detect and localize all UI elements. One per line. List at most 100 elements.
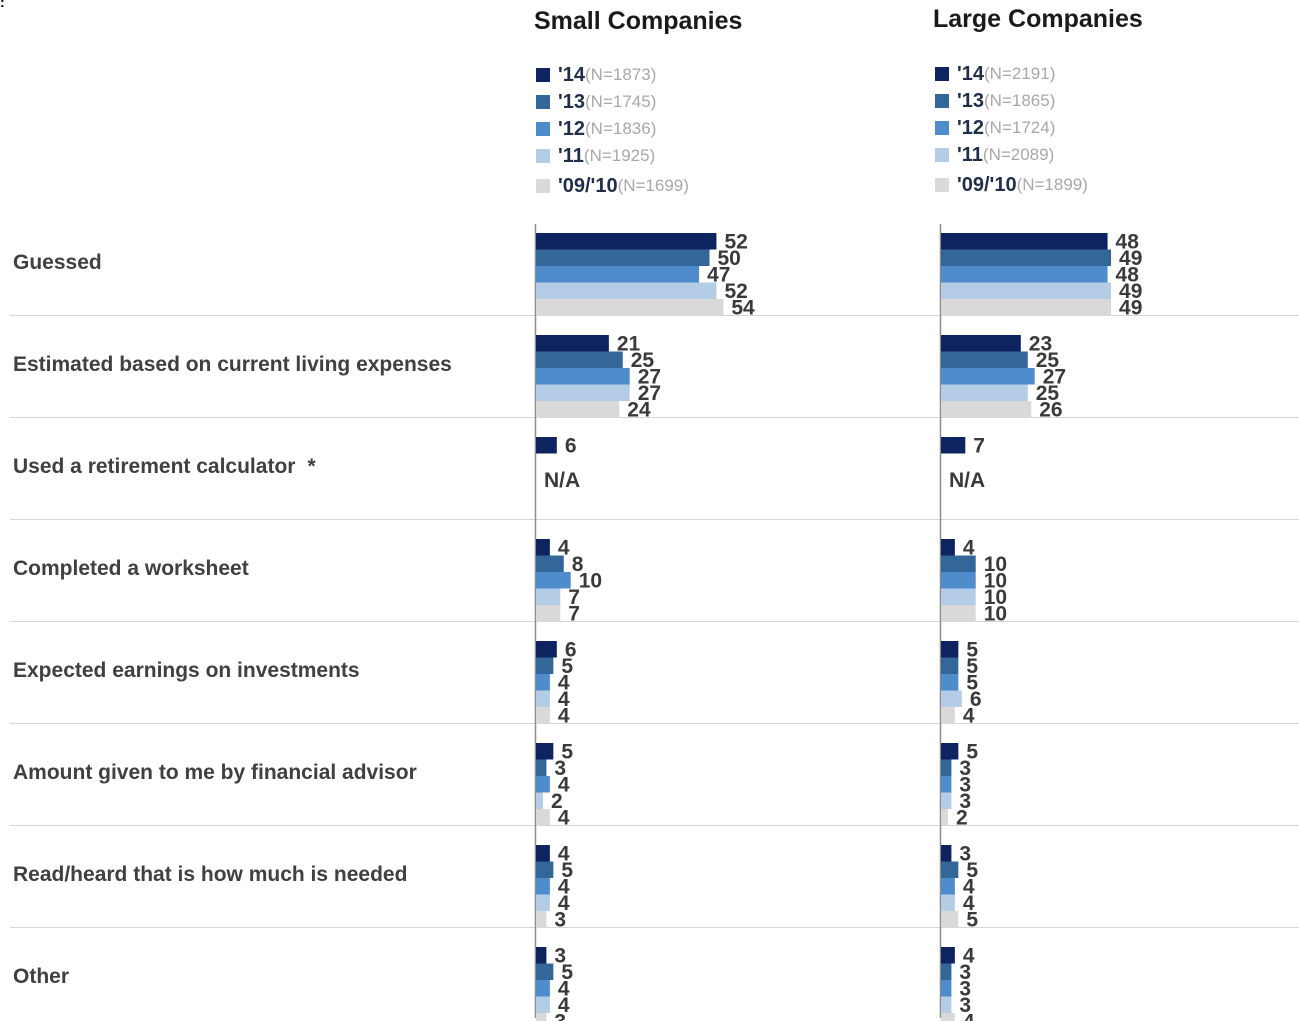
row-label: Used a retirement calculator * [13,455,316,479]
value-label: 3 [959,842,971,865]
row-separator [10,417,1299,418]
bar [536,335,609,352]
value-label: 5 [561,859,573,882]
legend-sample-size: (N=1724) [984,118,1056,137]
value-label: 3 [554,908,566,931]
value-label: 2 [551,790,563,813]
value-label: 47 [707,263,730,286]
legend-item: '11 (N=2089) [935,143,1054,167]
bar [536,947,547,964]
row-label-text: Amount given to me by financial advisor [13,761,417,784]
legend-sample-size: (N=2089) [982,145,1055,164]
bar [941,401,1032,418]
value-label: 8 [572,553,584,576]
value-label: 5 [966,740,978,763]
legend-year: '14 [558,63,586,86]
bar [536,911,547,928]
value-label: 23 [1029,332,1052,355]
bar [536,1013,547,1021]
value-label: 48 [1116,230,1140,253]
value-label: 5 [966,908,978,931]
bar [536,759,547,776]
value-label: 4 [558,875,570,898]
bar [536,588,561,605]
bar [941,792,952,809]
bar [536,894,550,911]
value-label: 4 [558,704,570,727]
legend-swatch [935,67,949,81]
legend-item: '14 (N=1873) [536,63,656,87]
bar [941,299,1112,316]
corner-mark: : [0,0,5,10]
row-label-text: Estimated based on current living expens… [13,353,452,376]
bar [941,249,1112,266]
legend-item: '13 (N=1865) [935,89,1055,113]
value-label: 3 [959,773,971,796]
row-separator [10,825,1299,826]
value-label: 3 [959,961,971,984]
row-label-text: Used a retirement calculator [13,455,296,478]
value-label: 3 [554,757,566,780]
bar [941,266,1108,283]
value-label: 3 [959,977,971,1000]
bar [536,861,554,878]
bar [941,605,976,622]
value-label: 4 [963,892,975,915]
row-label: Expected earnings on investments [13,659,360,683]
row-label-text: Completed a worksheet [13,557,249,580]
value-label: 27 [638,382,661,405]
legend-item: '09/'10 (N=1899) [935,173,1088,197]
bar [941,555,976,572]
bar [941,368,1035,385]
value-label: 26 [1039,398,1062,421]
bar [536,776,550,793]
bar [536,707,550,724]
bar [536,674,550,691]
row-label: Estimated based on current living expens… [13,353,452,377]
row-separator [10,927,1299,928]
bar [941,588,976,605]
value-label: 6 [970,688,982,711]
bar [941,384,1028,401]
na-label: N/A [949,469,985,492]
value-label: 4 [963,944,975,967]
bar [536,401,620,418]
row-label: Completed a worksheet [13,557,249,581]
value-label: 49 [1119,296,1142,319]
bar [941,707,955,724]
value-label: 4 [963,1010,975,1021]
row-label-text: Guessed [13,251,102,274]
bar [536,384,630,401]
value-label: 7 [568,586,580,609]
bar [941,878,955,895]
value-label: 3 [959,757,971,780]
legend-sample-size: (N=1925) [583,146,656,165]
value-label: 4 [558,688,570,711]
legend-swatch [536,95,550,109]
row-label: Other [13,965,69,989]
bar [941,809,948,826]
bar [941,759,952,776]
bar [941,996,952,1013]
value-label: 10 [984,586,1007,609]
bar [536,743,554,760]
value-label: 25 [631,349,655,372]
legend-swatch [536,149,550,163]
legend-swatch [935,94,949,108]
bar [536,809,550,826]
bar [536,539,550,556]
value-label: 4 [963,875,975,898]
footnote-mark: * [307,455,316,478]
bar [941,657,959,674]
row-separator [10,723,1299,724]
value-label: 10 [984,602,1007,625]
bar [941,674,959,691]
bar [941,233,1108,250]
row-separator [10,519,1299,520]
legend-item: '09/'10 (N=1699) [536,174,689,198]
bar [536,690,550,707]
bar [536,555,564,572]
legend-sample-size: (N=1873) [585,65,657,84]
value-label: 5 [966,655,978,678]
